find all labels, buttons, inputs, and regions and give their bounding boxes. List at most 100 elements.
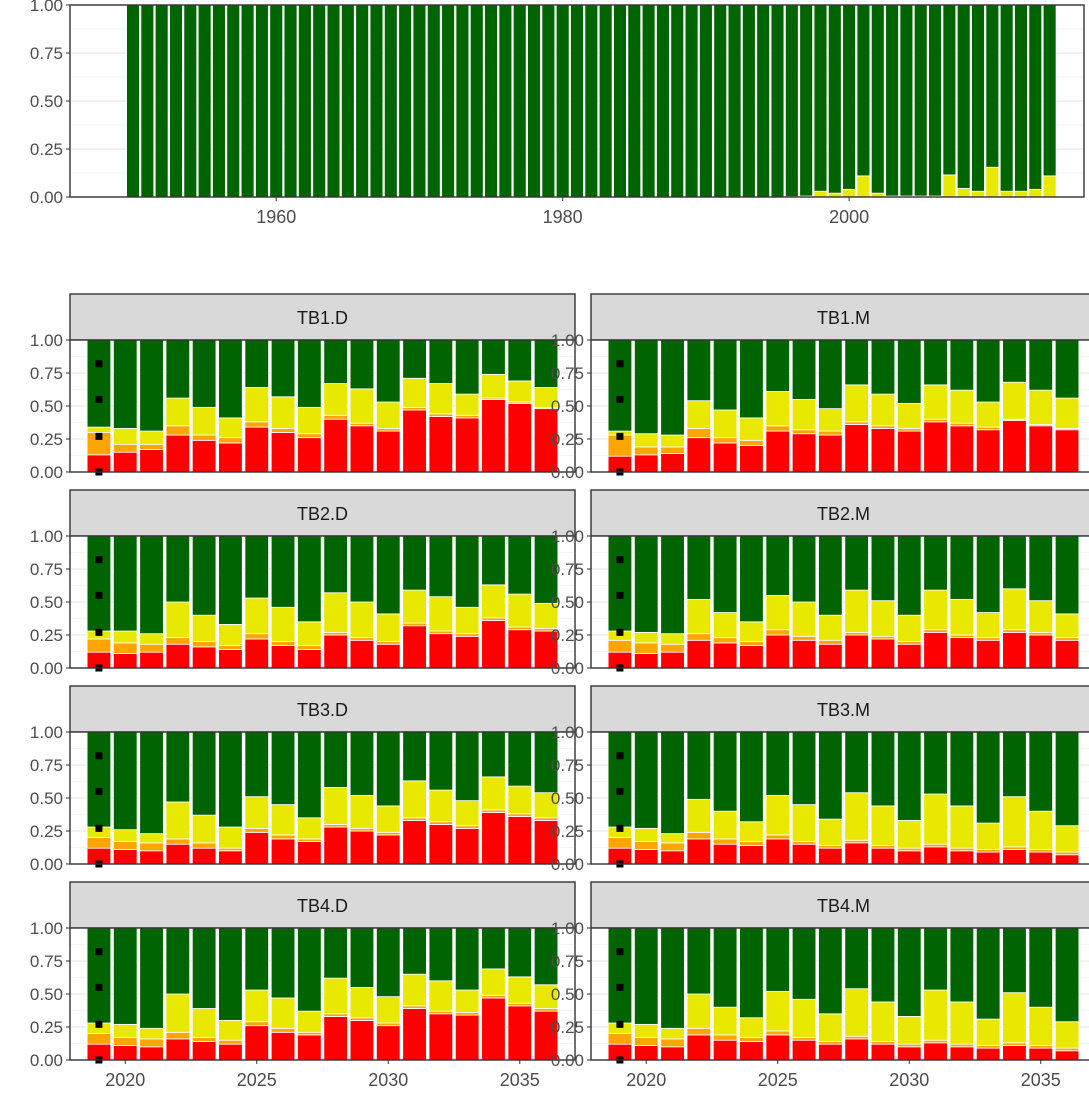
facet-tb2-d-bar-segment: [350, 602, 374, 638]
facet-tb4-d-bar-segment: [350, 1020, 374, 1060]
facet-tb4-m-bar-segment: [950, 1047, 974, 1060]
top-chart-bar-segment: [943, 175, 956, 197]
top-chart-bar-segment: [370, 5, 383, 197]
facet-tb4-m-bar-segment: [661, 1047, 685, 1060]
facet-tb3-m-bar-segment: [976, 852, 1000, 864]
facet-tb2-m-y-tick-label: 0.00: [551, 659, 584, 678]
facet-tb2-m-bar-segment: [1029, 635, 1053, 668]
top-chart-bar-segment: [1029, 189, 1042, 197]
facet-tb4-m-bar-segment: [976, 1019, 1000, 1045]
facet-tb4-m-x-tick-label: 2030: [889, 1070, 929, 1090]
facet-tb2-d-bar-segment: [192, 536, 216, 615]
facet-tb1-d-bar-segment: [140, 431, 164, 444]
facet-tb3-d-bar-segment: [455, 801, 479, 826]
facet-tb1-d-bar-segment: [508, 381, 532, 402]
facet-tb4-m-bar-segment: [687, 928, 711, 994]
top-chart-bar-segment: [943, 5, 956, 175]
facet-tb3-d-bar-segment: [482, 813, 506, 864]
facet-tb1-d-bar-segment: [166, 435, 190, 472]
facet-tb3-m-bar-segment: [1055, 855, 1079, 864]
facet-tb2-d-point: [95, 556, 102, 563]
facet-tb2-m-bar-segment: [871, 536, 895, 601]
facet-tb2-m-bar-segment: [897, 615, 921, 641]
facet-tb4-m-bar-segment: [713, 1035, 737, 1040]
facet-tb2-m-bar-segment: [950, 638, 974, 668]
facet-tb2-d-bar-segment: [113, 643, 137, 654]
facet-tb1-m-bar-segment: [1055, 430, 1079, 472]
facet-tb4-d-bar-segment: [271, 1032, 295, 1060]
facet-tb1-d-bar-segment: [482, 340, 506, 374]
facet-tb2-d-bar-segment: [271, 607, 295, 641]
facet-tb4-m-point: [616, 984, 623, 991]
facet-tb2-m-bar-segment: [897, 644, 921, 668]
facet-tb2-d-bar-segment: [113, 536, 137, 631]
top-chart-bar-segment: [742, 5, 755, 197]
top-chart-bar-segment: [714, 5, 727, 197]
facet-tb1-m-bar-segment: [1003, 421, 1027, 472]
facet-tb4-m-point: [616, 1021, 623, 1028]
facet-tb4-m-bar-segment: [819, 1044, 843, 1060]
facet-tb1-d-bar-segment: [324, 340, 348, 384]
facet-tb4-m-bar-segment: [766, 991, 790, 1031]
top-chart-bar-segment: [284, 5, 297, 197]
facet-tb1-m-bar-segment: [608, 340, 632, 431]
top-chart-bar-segment: [785, 5, 798, 197]
facet-tb2-m-bar-segment: [845, 635, 869, 668]
facet-tb1-m-bar-segment: [950, 390, 974, 423]
facet-tb2-d-bar-segment: [219, 646, 243, 650]
facet-tb4-d-bar-segment: [403, 974, 427, 1006]
facet-tb4-d-y-tick-label: 0.25: [30, 1018, 63, 1037]
top-chart-bar-segment: [485, 5, 498, 197]
top-chart-bar-segment: [699, 5, 712, 197]
facet-tb4-m-bar-segment: [976, 928, 1000, 1019]
top-chart-bar-segment: [413, 5, 426, 197]
facet-tb4-d-bar-segment: [376, 928, 400, 997]
facet-tb3-m-bar-segment: [792, 805, 816, 842]
facet-tb1-m-bar-segment: [1029, 390, 1053, 424]
top-chart-bar-segment: [1000, 5, 1013, 191]
facet-tb4-d-bar-segment: [429, 928, 453, 981]
top-chart-x-tick-label: 2000: [829, 207, 869, 227]
facet-tb2-m-bar-segment: [766, 635, 790, 668]
facet-tb2-d-bar-segment: [245, 598, 269, 634]
facet-tb1-d-bar-segment: [271, 432, 295, 472]
facet-tb1-d-bar-segment: [350, 426, 374, 472]
top-chart-bar-segment: [757, 5, 770, 197]
facet-tb1-d-bar-segment: [271, 340, 295, 397]
facet-tb1-d-bar-segment: [455, 394, 479, 415]
top-chart-bar-segment: [255, 5, 268, 197]
facet-tb2-m-bar-segment: [661, 652, 685, 668]
facet-tb4-m-bar-segment: [1003, 993, 1027, 1043]
facet-tb2-d-bar-segment: [324, 635, 348, 668]
facet-tb1-m-y-tick-label: 0.50: [551, 397, 584, 416]
facet-tb1-m-bar-segment: [924, 422, 948, 472]
top-chart-bar-segment: [141, 5, 154, 197]
facet-tb2-m-bar-segment: [740, 536, 764, 622]
facet-tb3-m-bar-segment: [924, 794, 948, 844]
facet-tb2-d-bar-segment: [166, 536, 190, 602]
top-chart-bar-segment: [499, 5, 512, 197]
facet-tb4-d-bar-segment: [271, 998, 295, 1028]
top-chart-bar-segment: [198, 5, 211, 197]
top-chart-bar-segment: [556, 5, 569, 197]
facet-tb3-d-bar-segment: [245, 797, 269, 829]
facet-tb1-m-y-tick-label: 0.00: [551, 463, 584, 482]
facet-tb1-d-bar-segment: [324, 384, 348, 416]
top-chart-bar-segment: [771, 5, 784, 197]
facet-tb3-d-bar-segment: [455, 732, 479, 801]
facet-tb4-m-bar-segment: [634, 928, 658, 1024]
facet-tb2-d-bar-segment: [166, 644, 190, 668]
facet-tb4-d-bar-segment: [113, 1045, 137, 1060]
top-chart-bar-segment: [814, 5, 827, 191]
facet-tb1-m-point: [616, 433, 623, 440]
facet-tb1-d-bar-segment: [113, 428, 137, 444]
facet-tb4-d-bar-segment: [350, 928, 374, 987]
facet-tb4-d-bar-segment: [245, 1022, 269, 1026]
facet-tb3-m-bar-segment: [845, 793, 869, 841]
facet-tb1-m-bar-segment: [1003, 340, 1027, 382]
facet-tb2-m-bar-segment: [950, 536, 974, 599]
facet-tb2-d-bar-segment: [508, 594, 532, 627]
facet-tb3-m-y-tick-label: 0.25: [551, 822, 584, 841]
